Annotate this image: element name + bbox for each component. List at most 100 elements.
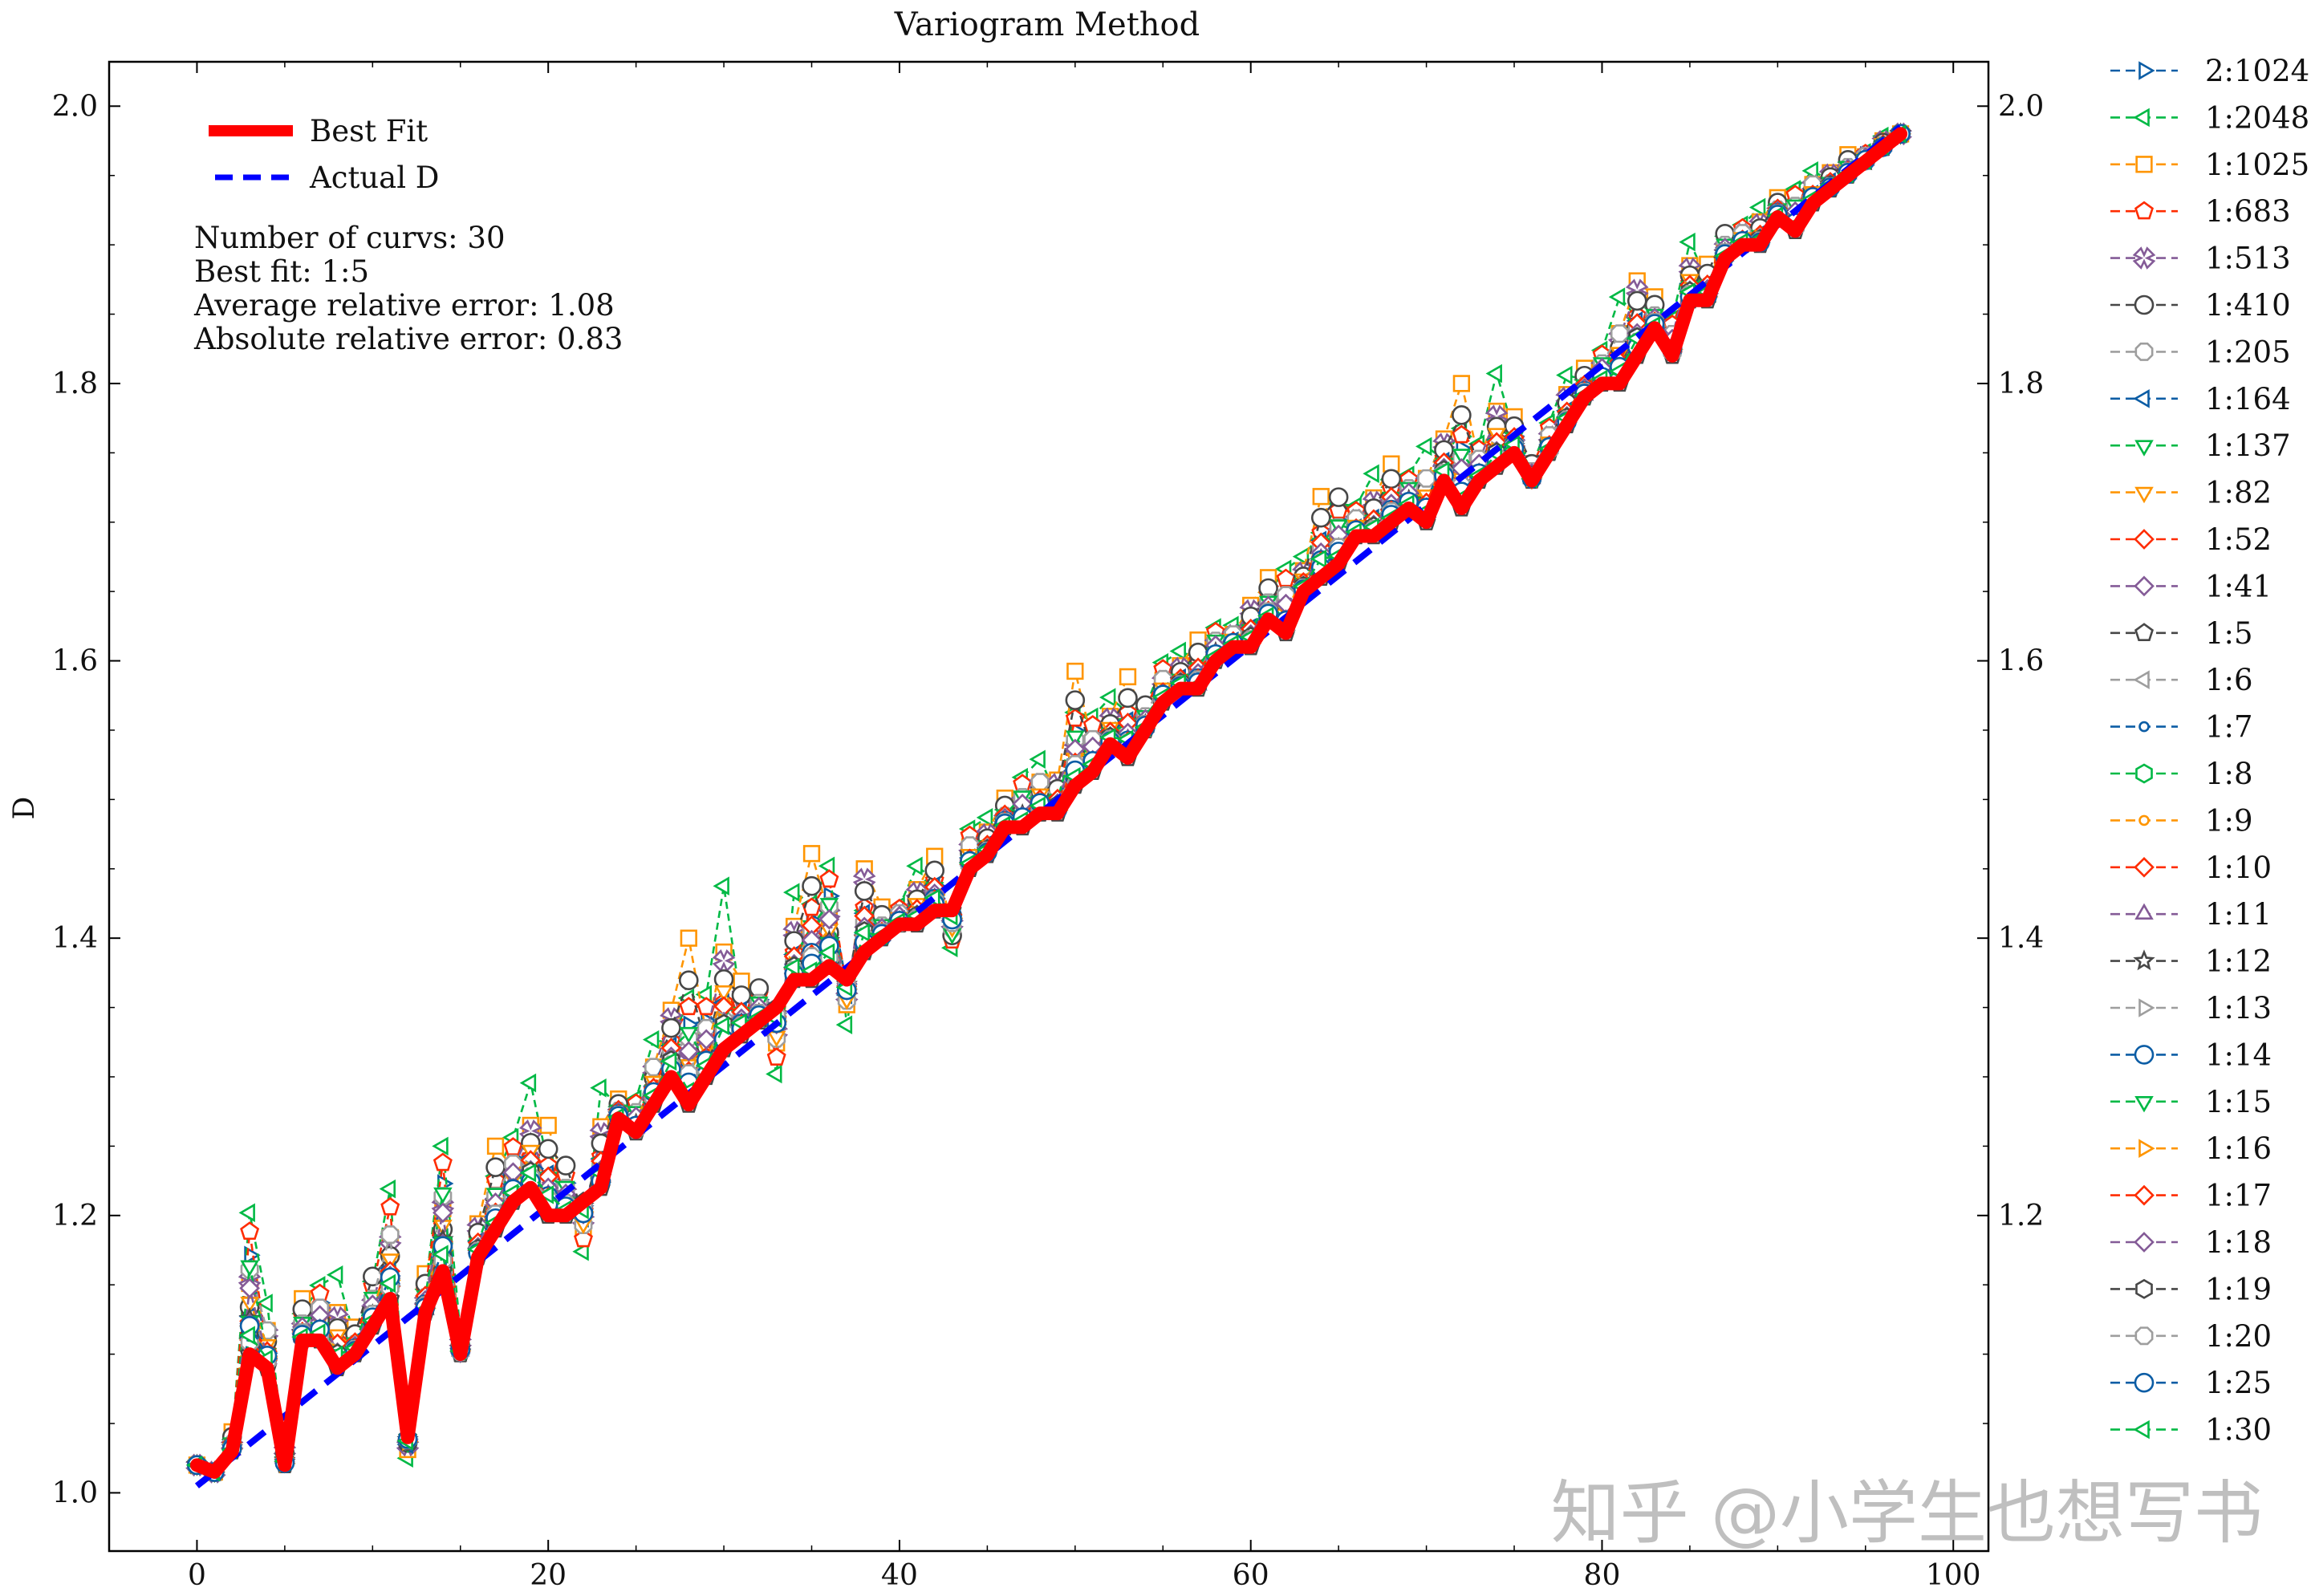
x-tick-label: 0 <box>188 1559 206 1592</box>
series-point-1-137 <box>1066 730 1085 747</box>
legend-item-1-14: 1:14 <box>2110 1038 2272 1072</box>
legend-label-1-13: 1:13 <box>2205 991 2272 1025</box>
legend-item-1-16: 1:16 <box>2110 1131 2272 1166</box>
legend-item-1-513: 1:513 <box>2110 242 2291 276</box>
series-point-1-205 <box>1030 773 1050 792</box>
y-tick-label-right: 1.2 <box>1998 1200 2044 1233</box>
legend-marker-1-137 <box>2134 440 2154 457</box>
legend-label-1-52: 1:52 <box>2205 522 2272 557</box>
series-point-1-410 <box>731 985 752 1005</box>
y-axis-label: D <box>8 797 41 820</box>
series-point-1-683 <box>1065 708 1085 727</box>
legend-marker-1-82 <box>2134 486 2154 504</box>
series-point-1-2048 <box>1415 437 1432 457</box>
series-point-1-205 <box>380 1225 400 1245</box>
axes: 0 20 40 60 80 100 1.0 1.2 1.4 1.6 1.8 2.0 1.2 1.4 1.6 1… <box>52 62 2044 1592</box>
series-point-1-2048 <box>432 1136 449 1156</box>
legend-label-1-25: 1:25 <box>2205 1366 2272 1400</box>
legend-label-1-137: 1:137 <box>2205 428 2291 463</box>
y-tick-label-left: 1.0 <box>52 1476 98 1509</box>
legend-item-1-11: 1:11 <box>2110 897 2272 932</box>
series-point-1-2048 <box>1099 688 1116 707</box>
legend-item-1-52: 1:52 <box>2110 522 2272 557</box>
series-point-1-410 <box>485 1157 506 1177</box>
legend-label-1-513: 1:513 <box>2205 242 2291 276</box>
series-point-1-137 <box>1452 449 1472 465</box>
series-point-1-41 <box>696 1029 717 1050</box>
series-point-1-1025 <box>539 1116 557 1135</box>
legend-label-1-41: 1:41 <box>2205 569 2272 603</box>
y-tick-label-left: 1.2 <box>52 1200 98 1233</box>
series-point-1-683 <box>697 997 717 1016</box>
x-tick-label: 100 <box>1926 1559 1981 1592</box>
series-point-1-30 <box>432 1245 449 1264</box>
series-point-1-2048 <box>379 1179 396 1199</box>
x-tick-label: 80 <box>1584 1559 1621 1592</box>
legend-label-1-164: 1:164 <box>2205 382 2291 416</box>
series-point-1-2048 <box>1679 232 1696 252</box>
series-point-1-410 <box>1627 290 1647 311</box>
series-point-1-2048 <box>572 1241 589 1261</box>
series-point-1-410 <box>1452 405 1472 425</box>
x-tick-label: 40 <box>881 1559 918 1592</box>
series-point-1-683 <box>573 1228 593 1248</box>
legend-marker-1-9 <box>2138 814 2150 826</box>
series-point-1-683 <box>679 997 699 1016</box>
legend-marker-1-7 <box>2138 721 2150 733</box>
series-point-1-683 <box>766 1047 786 1066</box>
series-point-1-1025 <box>1312 488 1330 506</box>
legend-item-1-205: 1:205 <box>2110 335 2291 369</box>
info-box: Number of curvs: 30 Best fit: 1:5 Averag… <box>193 221 623 356</box>
chart-title: Variogram Method <box>894 6 1200 43</box>
series-point-1-41 <box>433 1202 453 1224</box>
legend-marker-1-6 <box>2133 670 2150 689</box>
plot-area <box>185 122 1912 1488</box>
y-tick-label-left: 1.4 <box>52 922 98 955</box>
series-point-1-2048 <box>590 1078 607 1098</box>
info-best-fit: Best fit: 1:5 <box>194 254 369 289</box>
legend-label-1-12: 1:12 <box>2205 944 2272 979</box>
series-point-1-683 <box>380 1196 400 1216</box>
legend-marker-1-41 <box>2134 575 2155 597</box>
legend-label-1-82: 1:82 <box>2205 476 2272 510</box>
legend-item-1-12: 1:12 <box>2110 944 2272 979</box>
legend-label-1-20: 1:20 <box>2205 1319 2272 1354</box>
legend-label-1-17: 1:17 <box>2205 1179 2272 1213</box>
legend-item-1-5: 1:5 <box>2110 616 2253 651</box>
series-point-1-410 <box>1310 507 1331 528</box>
series-point-1-410 <box>661 1017 681 1038</box>
series-point-1-1025 <box>1066 662 1084 680</box>
series-point-1-2048 <box>1485 363 1502 384</box>
series-point-1-410 <box>924 860 945 881</box>
series-point-1-683 <box>433 1152 453 1172</box>
x-tick-label: 20 <box>530 1559 567 1592</box>
legend-best-fit-label: Best Fit <box>310 114 428 148</box>
best-fit-line <box>189 127 1908 1479</box>
y-tick-label-right: 1.6 <box>1998 645 2044 678</box>
series-point-1-2048 <box>519 1073 537 1093</box>
legend-marker-1-14 <box>2134 1045 2155 1065</box>
legend-marker-1-25 <box>2134 1372 2155 1393</box>
series-point-1-205 <box>1417 469 1436 488</box>
legend-marker-1-683 <box>2134 201 2154 220</box>
legend-item-2-1024: 2:1024 <box>2110 54 2309 88</box>
series-legend: 2:1024 1:2048 1:1025 1:683 1:513 1:410 1:205 1:… <box>2110 54 2309 1448</box>
legend-item-1-25: 1:25 <box>2110 1366 2272 1400</box>
series-point-1-1025 <box>802 845 821 863</box>
legend-marker-2-1024 <box>2138 61 2155 80</box>
legend-marker-1-18 <box>2134 1232 2155 1253</box>
series-point-1-2048 <box>1169 641 1186 661</box>
series-point-1-410 <box>363 1266 383 1287</box>
series-point-1-137 <box>240 1260 259 1277</box>
legend-label-1-14: 1:14 <box>2205 1038 2272 1072</box>
y-tick-label-right: 1.4 <box>1998 922 2044 955</box>
legend-marker-1-19 <box>2135 1278 2153 1299</box>
legend-item-1-13: 1:13 <box>2110 991 2272 1025</box>
legend-item-1-137: 1:137 <box>2110 428 2291 463</box>
legend-item-1-19: 1:19 <box>2110 1272 2272 1306</box>
series-point-1-2048 <box>238 1203 255 1223</box>
series-point-1-30 <box>818 943 835 962</box>
legend-item-1-17: 1:17 <box>2110 1179 2272 1213</box>
legend-item-1-10: 1:10 <box>2110 851 2272 885</box>
series-point-1-2048 <box>906 856 923 876</box>
